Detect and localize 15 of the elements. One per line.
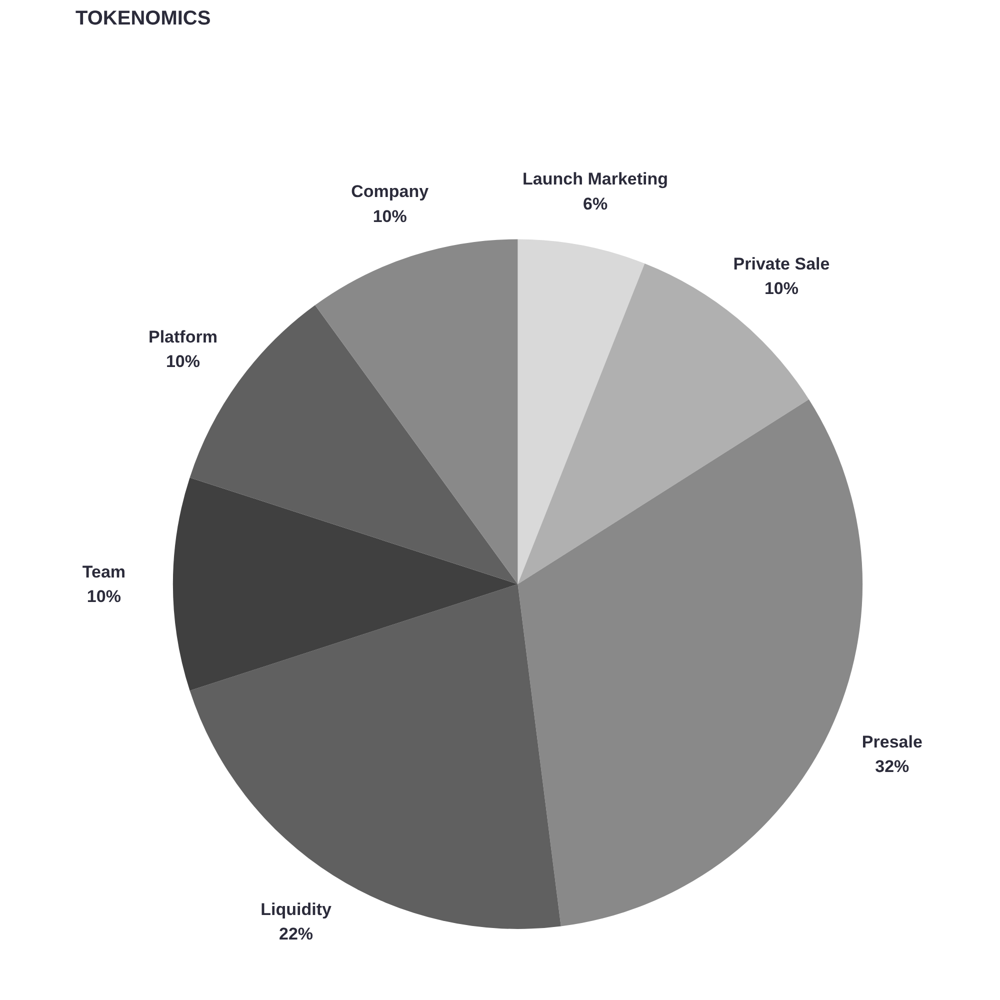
data-label: 10% bbox=[372, 206, 407, 226]
data-label: 10% bbox=[86, 586, 121, 606]
chart-title: TOKENOMICS bbox=[76, 8, 211, 30]
slice-label: Company bbox=[351, 182, 430, 202]
slice-label: Presale bbox=[862, 732, 922, 752]
slice-label: Liquidity bbox=[260, 900, 332, 919]
data-label: 6% bbox=[582, 194, 608, 214]
slice-label: Platform bbox=[148, 327, 218, 346]
slice-label: Launch Marketing bbox=[522, 170, 668, 189]
data-label: 22% bbox=[279, 924, 314, 944]
data-label: 32% bbox=[875, 757, 910, 776]
data-label: 10% bbox=[764, 278, 799, 298]
slice-label: Team bbox=[82, 562, 126, 582]
data-label: 10% bbox=[166, 352, 200, 372]
slice-label: Private Sale bbox=[733, 254, 830, 274]
